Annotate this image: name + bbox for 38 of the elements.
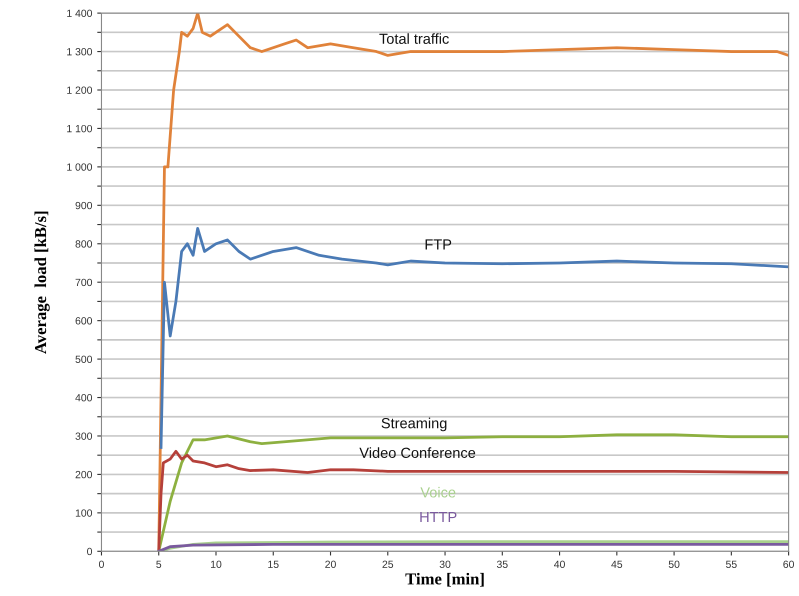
y-tick-label: 700 [76, 278, 92, 286]
x-tick-label: 55 [726, 560, 737, 568]
y-tick-label: 1 300 [67, 48, 92, 56]
y-tick-label: 900 [76, 202, 92, 210]
y-tick-label: 300 [75, 432, 92, 440]
x-tick-label: 25 [382, 560, 394, 568]
y-tick-label: 800 [76, 240, 92, 248]
y-tick-label: 0 [87, 548, 92, 556]
x-tick-label: 60 [783, 560, 794, 568]
y-tick-label: 1 000 [67, 163, 92, 171]
y-tick-label: 1 100 [67, 124, 92, 132]
x-tick-label: 40 [554, 560, 565, 568]
x-tick-label: 35 [496, 560, 508, 568]
line-series [157, 542, 789, 552]
y-axis-title: Average load [kB/s] [34, 212, 50, 354]
series-label: Streaming [382, 418, 446, 432]
x-axis-title: Time [min] [405, 572, 484, 587]
y-tick-label: 500 [75, 356, 92, 363]
x-tick-label: 30 [440, 560, 450, 568]
line-series [160, 226, 789, 449]
y-tick-label: 400 [75, 394, 92, 402]
y-tick-label: 1 400 [67, 10, 92, 17]
text: Voice [420, 486, 456, 498]
x-tick-label: 0 [98, 560, 104, 568]
series-label: Video Conference [359, 447, 476, 458]
series-label: HTTP [420, 512, 456, 522]
x-tick-label: 5 [156, 560, 162, 568]
x-tick-label: 45 [611, 560, 622, 568]
x-tick-label: 10 [211, 560, 222, 568]
series-label: FTP [426, 239, 452, 250]
x-tick-label: 15 [268, 560, 279, 568]
y-tick-label: 100 [76, 509, 92, 517]
y-tick-label: 600 [76, 317, 92, 325]
x-tick-label: 50 [668, 560, 680, 568]
x-tick-label: 20 [325, 560, 336, 568]
series-label: Total traffic [379, 33, 449, 44]
y-tick-label: 1 200 [67, 86, 92, 94]
y-tick-label: 200 [76, 470, 92, 478]
